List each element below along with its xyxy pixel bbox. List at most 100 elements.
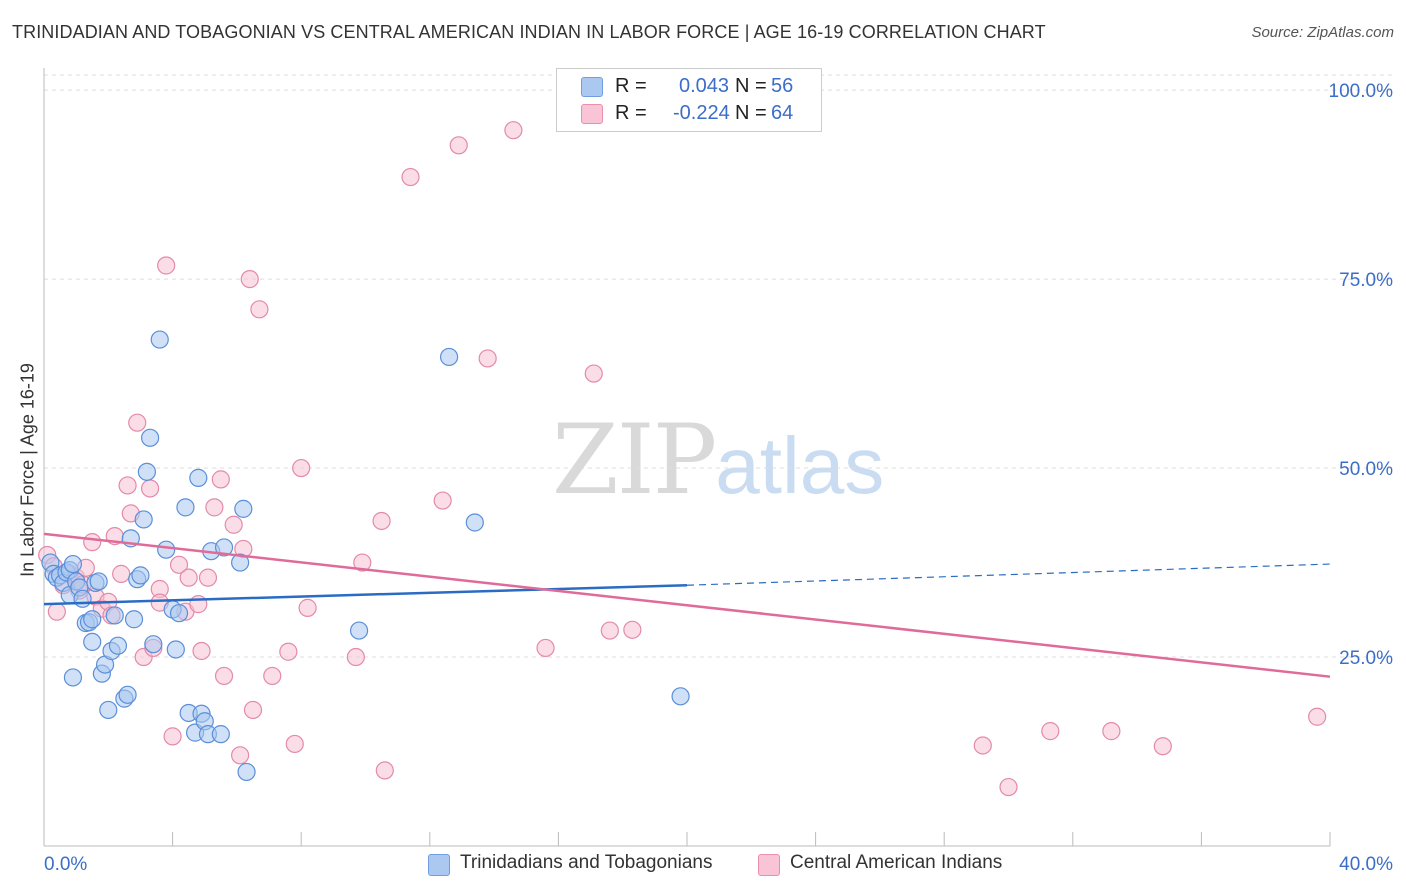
pink-point xyxy=(353,553,372,572)
pink-point xyxy=(1153,737,1172,756)
pink-point xyxy=(1308,707,1327,726)
blue-trend-extension xyxy=(686,563,1331,586)
pink-point xyxy=(83,533,102,552)
pink-point xyxy=(449,136,468,155)
blue-point xyxy=(465,513,484,532)
blue-point xyxy=(89,572,108,591)
series-swatch-pink xyxy=(758,854,780,876)
blue-point xyxy=(63,554,83,574)
pink-point xyxy=(584,364,603,383)
pink-point xyxy=(973,736,992,755)
y-tick-label: 50.0% xyxy=(1339,459,1393,480)
pink-point xyxy=(401,167,420,187)
pink-point xyxy=(243,700,263,720)
chart-title: TRINIDADIAN AND TOBAGONIAN VS CENTRAL AM… xyxy=(12,22,1046,42)
pink-point xyxy=(198,568,218,587)
blue-point xyxy=(166,640,185,659)
blue-point xyxy=(83,632,102,652)
source-label: Source: ZipAtlas.com xyxy=(1251,24,1394,41)
pink-point xyxy=(205,498,224,517)
pink-point xyxy=(240,269,259,289)
y-tick-label: 25.0% xyxy=(1339,648,1393,669)
x-tick-label-max: 40.0% xyxy=(1339,854,1393,875)
blue-point xyxy=(189,468,208,487)
pink-point xyxy=(285,734,304,754)
blue-point xyxy=(144,635,163,654)
pink-point xyxy=(250,300,269,319)
legend-r-label: R = xyxy=(615,102,647,124)
legend-r-label: R = xyxy=(615,75,647,97)
legend-n-label: N = xyxy=(735,102,767,124)
blue-point xyxy=(108,636,128,655)
blue-point xyxy=(99,700,118,720)
series-name-blue: Trinidadians and Tobagonians xyxy=(460,852,713,873)
pink-point xyxy=(1041,722,1060,741)
pink-point xyxy=(128,413,147,432)
pink-point xyxy=(433,491,452,510)
blue-point xyxy=(124,610,144,629)
pink-trend-line xyxy=(43,532,1331,678)
legend-n-value-blue: 56 xyxy=(771,75,794,97)
pink-point xyxy=(157,256,176,275)
pink-point xyxy=(140,479,160,498)
pink-point xyxy=(47,602,66,621)
legend-n-label: N = xyxy=(735,75,767,97)
pink-point xyxy=(1102,722,1121,741)
blue-point xyxy=(157,540,176,559)
pink-point xyxy=(600,621,619,640)
series-swatch-blue xyxy=(428,854,450,876)
pink-point xyxy=(118,476,137,495)
x-tick-label-min: 0.0% xyxy=(44,854,87,875)
pink-point xyxy=(372,511,391,531)
blue-point xyxy=(169,604,189,623)
pink-point xyxy=(263,666,282,686)
pink-point xyxy=(536,638,555,658)
pink-point xyxy=(169,555,189,574)
legend-swatch-pink xyxy=(581,104,603,124)
blue-point xyxy=(73,589,92,608)
blue-point xyxy=(439,347,459,367)
blue-point xyxy=(131,566,150,585)
pink-point xyxy=(478,349,497,368)
blue-point xyxy=(140,428,160,447)
watermark-zip: ZIP xyxy=(552,404,717,516)
blue-point xyxy=(211,725,230,744)
blue-trend-line xyxy=(43,583,688,606)
legend-r-value-blue: 0.043 xyxy=(679,75,730,97)
watermark-atlas: atlas xyxy=(715,421,885,510)
legend-swatch-blue xyxy=(581,77,603,97)
blue-point xyxy=(118,685,137,704)
pink-point xyxy=(179,568,198,587)
pink-point xyxy=(112,564,131,583)
pink-point xyxy=(192,641,211,661)
y-axis-label: In Labor Force | Age 16-19 xyxy=(17,363,38,577)
series-name-pink: Central American Indians xyxy=(790,852,1003,873)
pink-point xyxy=(298,598,317,617)
y-tick-label: 100.0% xyxy=(1329,81,1394,102)
blue-point xyxy=(63,668,83,687)
blue-point xyxy=(231,553,250,572)
blue-point xyxy=(671,687,690,706)
pink-point xyxy=(292,458,311,478)
blue-point xyxy=(349,621,369,640)
legend-n-value-pink: 64 xyxy=(771,102,794,124)
blue-point xyxy=(176,498,195,517)
blue-point xyxy=(237,762,256,782)
pink-point xyxy=(231,746,250,765)
pink-point xyxy=(163,727,182,746)
pink-point xyxy=(375,761,394,780)
blue-point xyxy=(105,606,124,625)
pink-point xyxy=(346,647,365,667)
pink-point xyxy=(279,642,298,661)
blue-point xyxy=(214,538,234,557)
correlation-legend: R = 0.043 N = 56 R = -0.224 N = 64 xyxy=(556,68,822,132)
legend-r-value-pink: -0.224 xyxy=(673,102,730,124)
blue-point xyxy=(83,610,102,629)
blue-point xyxy=(137,462,156,481)
y-tick-label: 75.0% xyxy=(1339,270,1393,291)
pink-point xyxy=(623,620,642,639)
blue-point xyxy=(234,499,253,518)
blue-point xyxy=(150,330,169,349)
pink-point xyxy=(211,470,230,489)
